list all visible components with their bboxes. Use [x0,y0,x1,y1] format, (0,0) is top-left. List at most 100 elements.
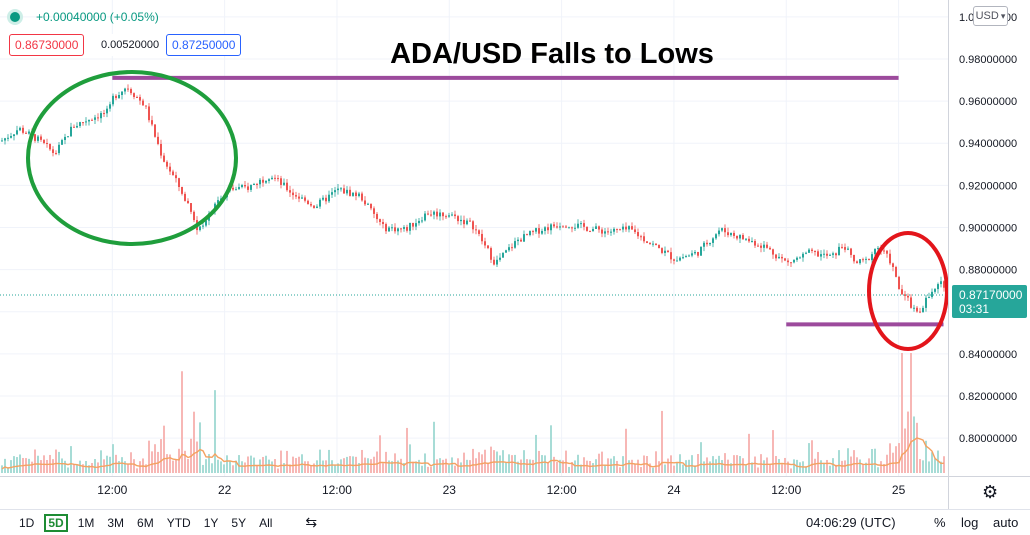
volume-bar [451,457,453,473]
volume-bar [91,462,93,473]
candle-body [394,227,396,232]
calendar-range-icon[interactable]: ⇆ [305,514,318,530]
candle-body [688,255,690,257]
candle-body [877,247,879,249]
gear-icon[interactable]: ⚙ [982,482,999,502]
log-scale-toggle[interactable]: log [961,515,979,530]
annotations [26,70,949,351]
candle-body [718,230,720,235]
volume-bar [562,460,564,473]
candle-body [10,136,12,138]
volume-bar [55,449,57,473]
candle-body [325,197,327,202]
candle-body [724,228,726,233]
time-axis[interactable]: 12:00 22 12:00 23 12:00 24 12:00 25 [97,483,905,497]
candle-body [550,224,552,231]
range-1y-button[interactable]: 1Y [203,515,219,530]
candle-body [529,231,531,236]
candle-body [268,179,270,181]
volume-bar [547,461,549,473]
candle-body [385,224,387,232]
range-6m-button[interactable]: 6M [137,515,154,530]
volume-bar [517,461,519,473]
volume-bar [340,459,342,473]
volume-bar [769,464,771,473]
candle-body [568,227,570,229]
volume-bar [763,460,765,473]
bid-price-button[interactable]: 0.86730000 [9,34,85,56]
candle-body [691,253,693,256]
volume-bar [232,465,234,473]
range-1d-button[interactable]: 1D [19,515,35,530]
volume-bar [256,466,258,473]
candle-body [745,238,747,240]
range-1m-button[interactable]: 1M [77,515,95,530]
volume-bar [904,428,906,473]
volume-bar [787,461,789,473]
volume-bar [556,462,558,473]
candle-body [886,250,888,254]
volume-bar [67,467,69,473]
range-all-button[interactable]: All [259,515,273,530]
volume-bar [676,462,678,473]
volume-bar [4,458,6,473]
volume-bar [331,460,333,473]
volume-bar [211,463,213,473]
candle-body [862,259,864,261]
candle-body [676,260,678,262]
range-3m-button[interactable]: 3M [107,515,125,530]
candle-body [754,240,756,246]
price-chart[interactable]: 1.000000000.980000000.960000000.94000000… [0,0,1030,509]
candle-body [841,246,843,248]
volume-bar [559,459,561,473]
candle-body [421,220,423,222]
volume-bar [364,457,366,473]
utc-clock[interactable]: 04:06:29 (UTC) [806,515,896,530]
candle-body [97,117,99,119]
ask-price-button[interactable]: 0.87250000 [166,34,242,56]
volume-bar [841,460,843,473]
highlight-circle-red[interactable] [867,231,949,351]
candle-body [706,242,708,245]
candle-body [34,134,36,141]
range-5y-button[interactable]: 5Y [231,515,247,530]
volume-bar [751,462,753,473]
candle-body [598,226,600,230]
candle-body [832,253,834,255]
volume-bar [475,458,477,473]
candle-body [547,227,549,231]
candle-body [454,214,456,217]
candle-body [628,226,630,230]
candle-body [121,91,123,95]
candle-body [796,257,798,260]
candle-body [673,259,675,261]
candle-body [298,196,300,199]
volume-bar [811,440,813,473]
last-price-tag: 0.87170000 03:31 [952,285,1027,318]
range-ytd-button[interactable]: YTD [166,515,191,530]
candle-body [925,297,927,308]
volume-bar [889,443,891,473]
range-5d-button[interactable]: 5D [44,513,68,532]
percent-scale-toggle[interactable]: % [934,515,946,530]
candle-body [613,228,615,232]
volume-bar [871,448,873,473]
candle-body [316,206,318,208]
price-axis[interactable]: 1.000000000.980000000.960000000.94000000… [959,12,1017,445]
volume-bar [412,461,414,473]
volume-bar [187,459,189,473]
volume-bar [358,463,360,473]
candle-body [283,182,285,185]
volume-bar [118,461,120,473]
auto-scale-toggle[interactable]: auto [993,515,1019,530]
candle-body [682,257,684,259]
candle-body [607,231,609,233]
candle-body [895,267,897,277]
currency-dropdown[interactable]: USD ▾ [973,6,1008,26]
candle-body [748,238,750,242]
volume-bar [406,427,408,473]
volume-bar [136,468,138,473]
highlight-circle-green[interactable] [26,70,238,246]
volume-bar [184,450,186,473]
candle-body [286,182,288,191]
